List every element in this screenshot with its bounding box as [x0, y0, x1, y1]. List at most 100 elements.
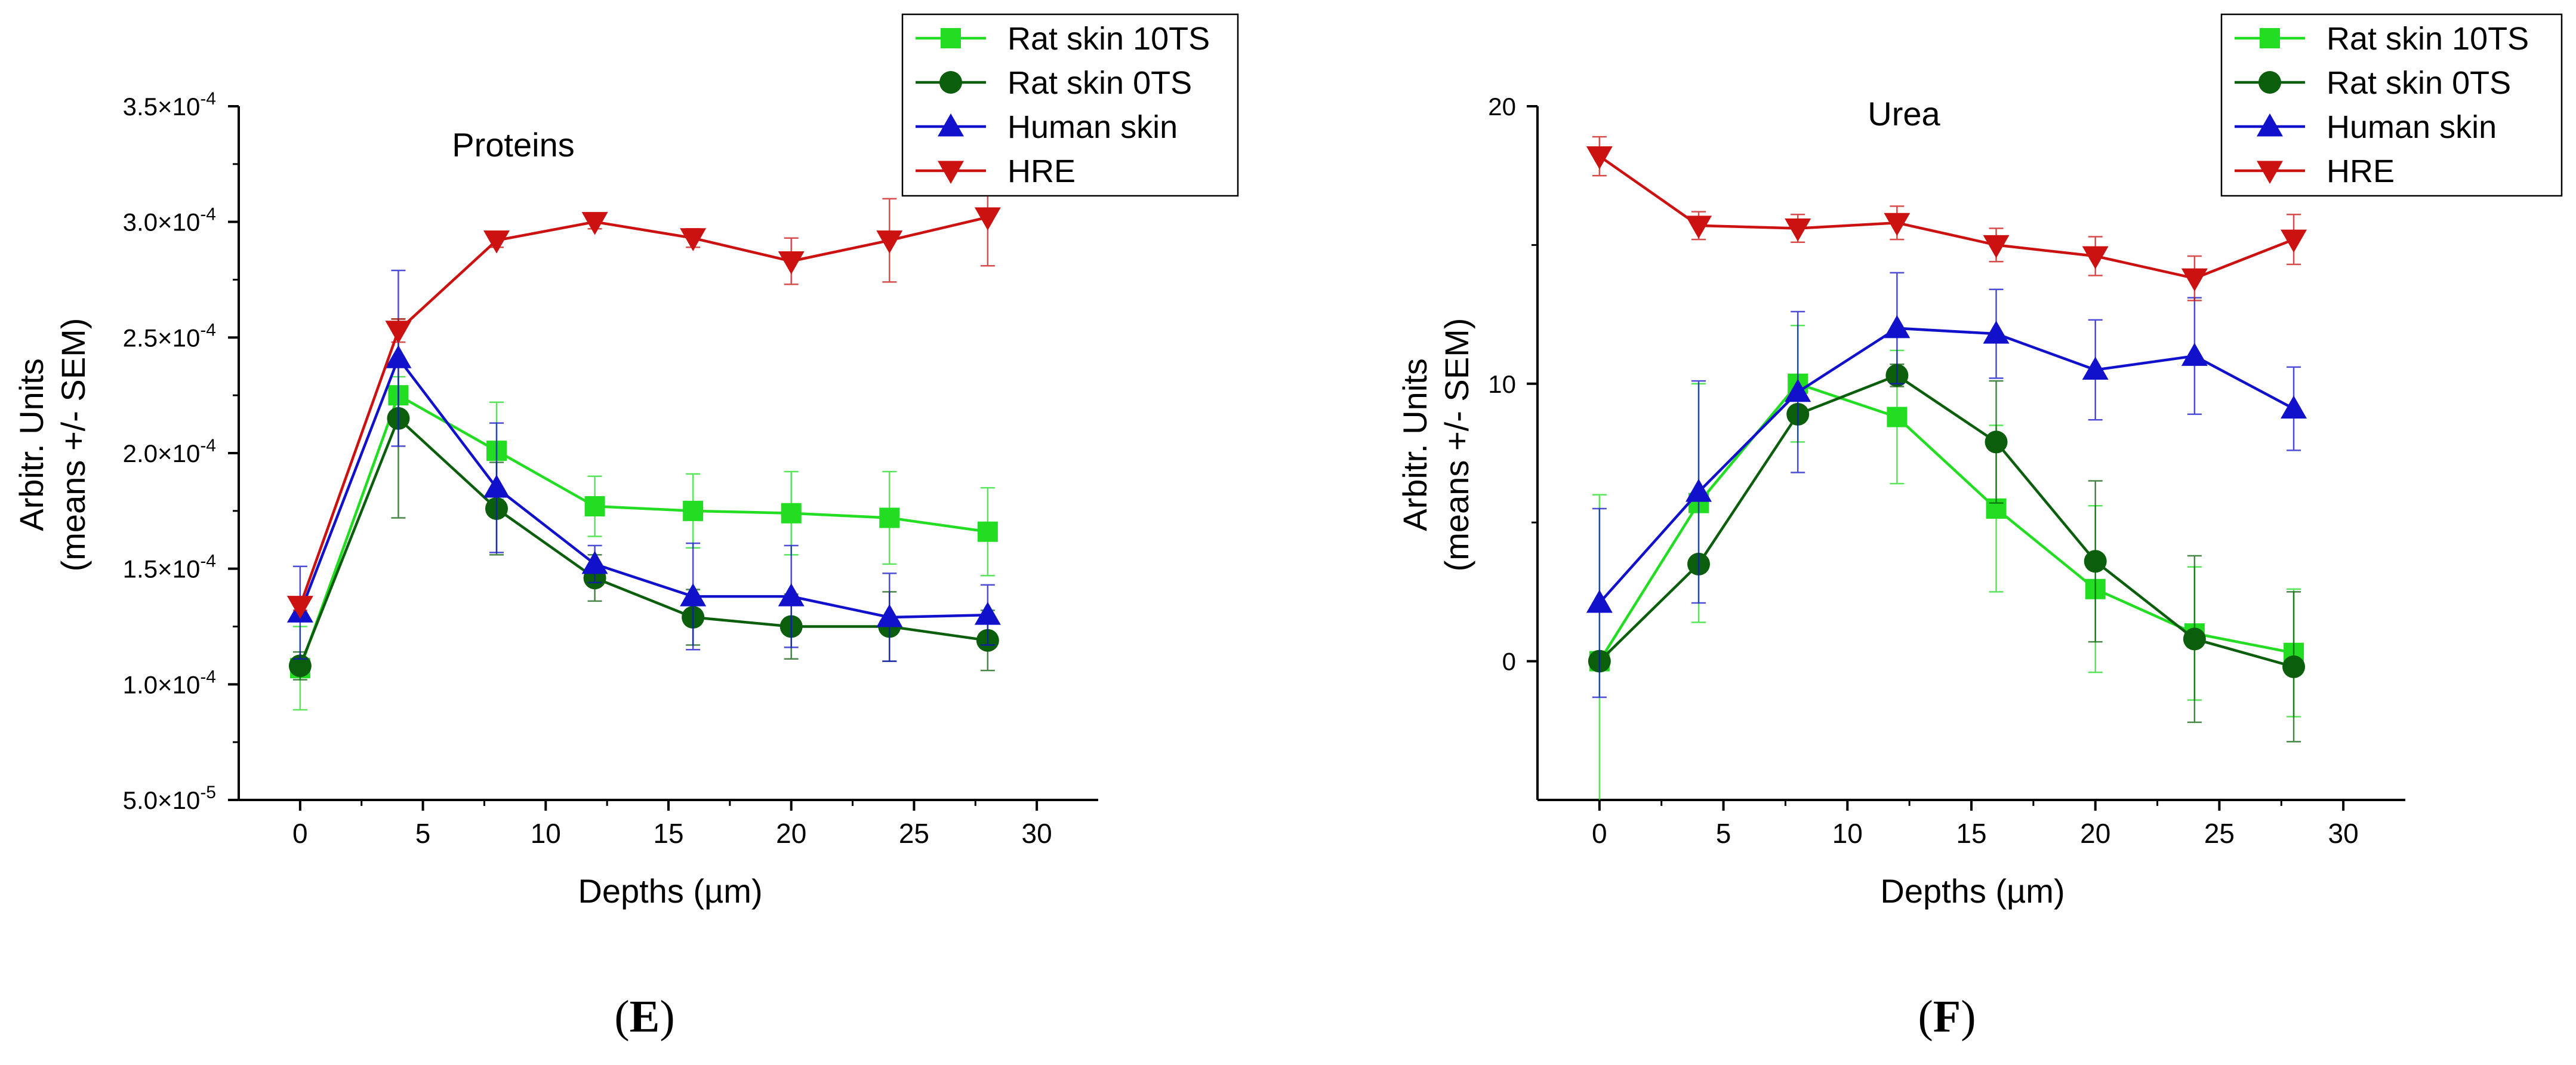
series-line — [1598, 382, 2294, 662]
data-point — [977, 521, 998, 542]
x-tick-label: 0 — [1592, 818, 1607, 849]
series-line — [1598, 155, 2294, 280]
data-point — [876, 604, 903, 627]
legend-label: HRE — [1007, 153, 1076, 189]
legend-label: Rat skin 10TS — [1007, 21, 1210, 57]
data-point — [483, 475, 510, 498]
legend-item: Human skin — [916, 109, 1178, 145]
series-line — [298, 393, 988, 669]
series-line — [298, 216, 988, 607]
x-tick-label: 5 — [415, 818, 431, 849]
y-tick-label: 2.0×10-4 — [123, 436, 216, 467]
legend-label: HRE — [2327, 153, 2395, 189]
data-point — [2181, 343, 2208, 366]
x-tick-label: 10 — [1832, 818, 1863, 849]
data-point — [683, 500, 704, 521]
series-rat-skin-0ts — [1588, 364, 2306, 743]
data-point — [2281, 395, 2307, 419]
panel-f-urea: Urea Depths (µm) Arbitr. Units (means +/… — [1396, 13, 2563, 1042]
legend-marker — [939, 71, 962, 94]
x-tick-label: 10 — [531, 818, 561, 849]
panel-caption: (F) — [1918, 992, 1976, 1042]
data-point — [584, 496, 605, 517]
data-point — [1887, 407, 1908, 427]
y-tick-label: 20 — [1488, 93, 1516, 121]
legend: Rat skin 10TS Rat skin 0TS Human skin HRE — [2220, 13, 2563, 197]
series-layer — [286, 168, 1001, 711]
legend-item: Rat skin 10TS — [916, 21, 1210, 57]
series-line — [1598, 327, 2295, 604]
legend-item: Human skin — [2235, 109, 2497, 145]
legend-item: Rat skin 10TS — [2235, 21, 2529, 57]
data-point — [1983, 321, 2010, 344]
data-point — [385, 321, 412, 344]
data-point — [781, 503, 802, 524]
data-point — [2183, 627, 2206, 651]
legend-marker — [2260, 28, 2280, 48]
data-point — [1884, 315, 1911, 338]
x-tick-label: 0 — [292, 818, 308, 849]
chart-title: Proteins — [452, 126, 574, 164]
y-axis-label-line1: Arbitr. Units — [1396, 358, 1434, 531]
data-point — [879, 507, 900, 528]
x-tick-label: 5 — [1716, 818, 1731, 849]
y-axis-label-line2: (means +/- SEM) — [54, 318, 92, 572]
panel-caption: (E) — [614, 992, 674, 1042]
y-tick-label: 1.0×10-4 — [123, 667, 216, 698]
chart-title: Urea — [1868, 95, 1940, 133]
legend-label: Human skin — [2327, 109, 2497, 145]
data-point — [1586, 146, 1613, 170]
data-point — [581, 550, 608, 574]
legend-label: Rat skin 0TS — [2327, 65, 2511, 101]
data-point — [2082, 246, 2109, 269]
legend-item: HRE — [2235, 153, 2395, 189]
y-axis-label-line1: Arbitr. Units — [13, 358, 50, 531]
x-tick-label: 20 — [2080, 818, 2110, 849]
y-tick-label: 3.0×10-4 — [123, 205, 216, 236]
legend-marker — [938, 113, 964, 137]
data-point — [876, 230, 903, 254]
legend-marker — [2257, 113, 2283, 137]
y-axis-label-line2: (means +/- SEM) — [1438, 318, 1475, 572]
y-tick-label: 2.5×10-4 — [123, 320, 216, 352]
data-point — [1586, 589, 1613, 613]
legend-marker — [941, 28, 961, 48]
data-point — [1785, 378, 1811, 402]
series-line — [298, 416, 988, 667]
y-tick-label: 0 — [1502, 648, 1516, 676]
series-line — [298, 355, 988, 619]
legend-label: Human skin — [1007, 109, 1178, 145]
x-axis-label: Depths (µm) — [578, 872, 762, 910]
data-point — [483, 230, 510, 254]
data-point — [974, 207, 1001, 230]
data-point — [1985, 430, 2008, 454]
axes: 0 5 10 15 20 25 30 5.0×10-5 1.0×10-4 1.5×10-4 2.0×… — [123, 89, 1098, 849]
legend-marker — [2258, 71, 2281, 94]
y-tick-label: 1.5×10-4 — [123, 552, 216, 583]
data-point — [1884, 213, 1911, 236]
x-tick-label: 15 — [653, 818, 683, 849]
axes: 0 5 10 15 20 25 30 0 10 20 — [1488, 93, 2405, 849]
y-tick-label: 10 — [1488, 370, 1516, 398]
legend: Rat skin 10TS Rat skin 0TS Human skin HRE — [901, 13, 1239, 197]
panel-e-proteins: Proteins Depths (µm) Arbitr. Units (mean… — [13, 13, 1239, 1042]
data-point — [1686, 479, 1712, 502]
series-hre — [1586, 136, 2307, 301]
series-human-skin — [286, 269, 1001, 662]
data-point — [2084, 550, 2107, 573]
data-point — [778, 583, 805, 607]
x-tick-label: 30 — [2328, 818, 2359, 849]
x-tick-label: 30 — [1022, 818, 1052, 849]
series-human-skin — [1586, 272, 2307, 698]
series-layer — [1586, 136, 2307, 800]
series-line — [1598, 374, 2294, 669]
legend-marker — [938, 161, 964, 184]
legend-item: Rat skin 0TS — [916, 65, 1192, 101]
data-point — [288, 654, 312, 678]
legend-label: Rat skin 10TS — [2327, 21, 2529, 57]
legend-item: HRE — [916, 153, 1076, 189]
data-point — [286, 596, 313, 619]
data-point — [2281, 229, 2307, 253]
legend-label: Rat skin 0TS — [1007, 65, 1192, 101]
